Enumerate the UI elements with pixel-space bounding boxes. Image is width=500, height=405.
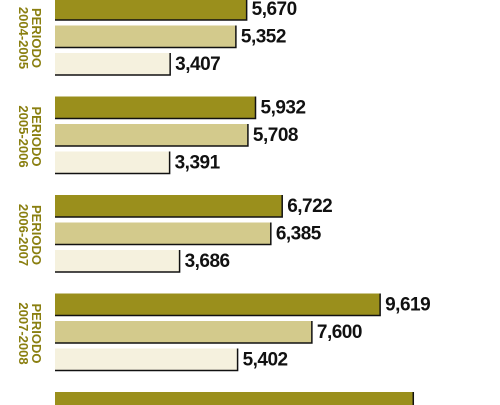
bar-shadow xyxy=(55,250,181,273)
bar xyxy=(55,151,170,174)
value-label: 3,686 xyxy=(185,251,230,272)
category-label: PERIODO2007-2008 xyxy=(16,302,44,364)
bar xyxy=(55,321,312,343)
bar xyxy=(55,25,236,48)
bar xyxy=(55,348,238,371)
category-label: PERIODO2004-2005 xyxy=(16,7,44,69)
bar-shadow xyxy=(55,222,272,246)
bar-shadow xyxy=(55,151,171,175)
value-label: 6,722 xyxy=(287,196,332,217)
value-label: 6,385 xyxy=(276,224,322,245)
value-label: 5,708 xyxy=(253,125,298,146)
value-label: 5,402 xyxy=(243,350,288,371)
bar-shadow xyxy=(55,0,248,21)
bar xyxy=(55,250,180,272)
bar xyxy=(55,222,271,245)
bar-shadow xyxy=(55,25,237,49)
value-label: 5,932 xyxy=(261,98,306,119)
value-label: 7,600 xyxy=(317,322,362,343)
category-label-group: PERIODO2004-2005 xyxy=(16,7,44,69)
bar-shadow xyxy=(412,392,415,405)
bar-shadow xyxy=(55,124,249,147)
value-label: 3,391 xyxy=(175,153,221,174)
category-label-group: PERIODO2007-2008 xyxy=(16,302,44,364)
bar xyxy=(55,124,248,146)
bar xyxy=(55,53,171,75)
bar-shadow xyxy=(55,195,283,218)
bar-shadow xyxy=(55,293,381,317)
value-label: 3,407 xyxy=(175,54,220,75)
category-label: PERIODO2006-2007 xyxy=(16,204,44,266)
bar-shadow xyxy=(55,53,171,76)
category-label: PERIODO2005-2006 xyxy=(16,105,44,167)
bar-shadow xyxy=(55,96,257,120)
value-label: 5,352 xyxy=(241,27,286,48)
category-label-group: PERIODO2006-2007 xyxy=(16,204,44,266)
bar xyxy=(55,392,414,405)
category-label-group: PERIODO2005-2006 xyxy=(16,105,44,167)
bar xyxy=(55,96,256,119)
bar-shadow xyxy=(55,321,313,344)
bar-shadow xyxy=(55,348,239,372)
value-label: 5,670 xyxy=(252,0,297,20)
bar xyxy=(55,0,247,20)
bar xyxy=(55,293,381,316)
value-label: 9,619 xyxy=(385,295,430,316)
bar xyxy=(55,195,283,217)
